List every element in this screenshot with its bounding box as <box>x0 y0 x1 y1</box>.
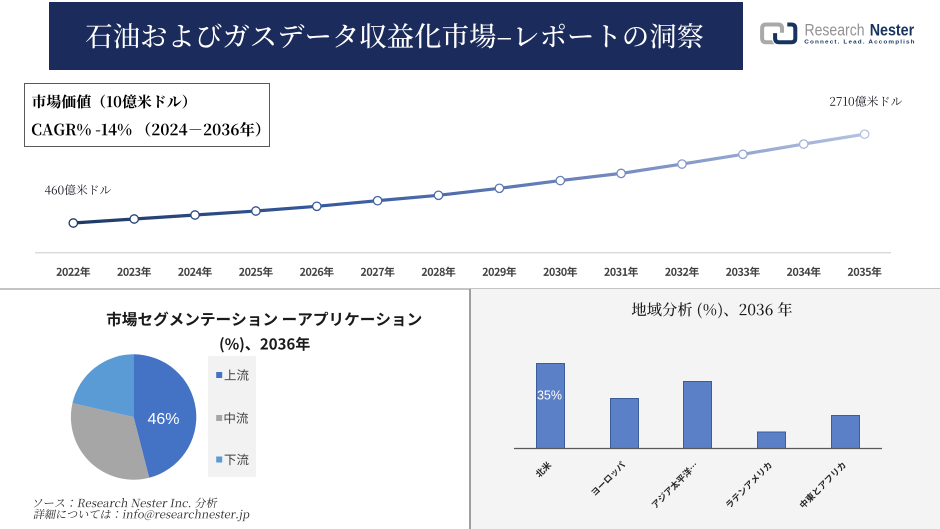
svg-text:Nester: Nester <box>870 20 915 39</box>
svg-text:Research: Research <box>805 20 865 39</box>
svg-text:46%: 46% <box>147 411 179 428</box>
svg-text:35%: 35% <box>537 389 562 403</box>
svg-text:Connect. Lead. Accomplish: Connect. Lead. Accomplish <box>804 40 915 46</box>
